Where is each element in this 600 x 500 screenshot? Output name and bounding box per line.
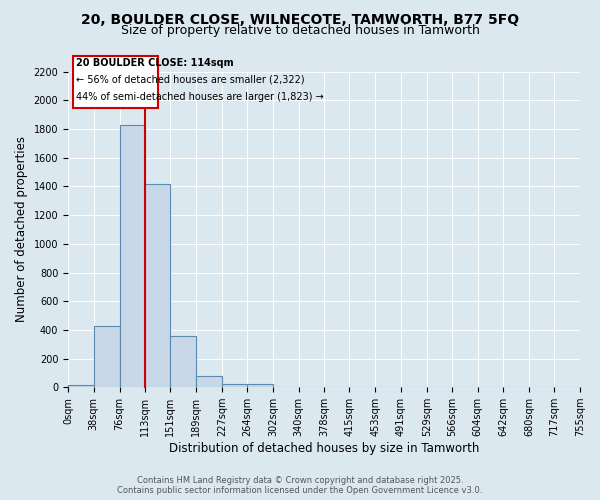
Y-axis label: Number of detached properties: Number of detached properties [15, 136, 28, 322]
Bar [170, 336, 196, 387]
X-axis label: Distribution of detached houses by size in Tamworth: Distribution of detached houses by size … [169, 442, 479, 455]
Bar [196, 376, 222, 387]
Bar [145, 184, 170, 387]
Bar [222, 384, 247, 387]
FancyBboxPatch shape [73, 56, 158, 108]
Text: ← 56% of detached houses are smaller (2,322): ← 56% of detached houses are smaller (2,… [76, 75, 304, 85]
Bar [68, 385, 94, 387]
Text: Contains HM Land Registry data © Crown copyright and database right 2025.
Contai: Contains HM Land Registry data © Crown c… [118, 476, 482, 495]
Text: Size of property relative to detached houses in Tamworth: Size of property relative to detached ho… [121, 24, 479, 37]
Text: 20 BOULDER CLOSE: 114sqm: 20 BOULDER CLOSE: 114sqm [76, 58, 233, 68]
Bar [119, 125, 145, 387]
Text: 20, BOULDER CLOSE, WILNECOTE, TAMWORTH, B77 5FQ: 20, BOULDER CLOSE, WILNECOTE, TAMWORTH, … [81, 12, 519, 26]
Text: 44% of semi-detached houses are larger (1,823) →: 44% of semi-detached houses are larger (… [76, 92, 323, 102]
Bar [94, 326, 119, 387]
Bar [247, 384, 273, 387]
